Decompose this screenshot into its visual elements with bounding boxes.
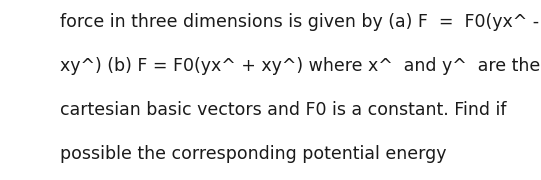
- Text: force in three dimensions is given by (a) F  =  F0(yx^ -: force in three dimensions is given by (a…: [60, 13, 539, 31]
- Text: xy^) (b) F = F0(yx^ + xy^) where x^  and y^  are the: xy^) (b) F = F0(yx^ + xy^) where x^ and …: [60, 57, 540, 75]
- Text: cartesian basic vectors and F0 is a constant. Find if: cartesian basic vectors and F0 is a cons…: [60, 101, 506, 119]
- Text: possible the corresponding potential energy: possible the corresponding potential ene…: [60, 145, 446, 163]
